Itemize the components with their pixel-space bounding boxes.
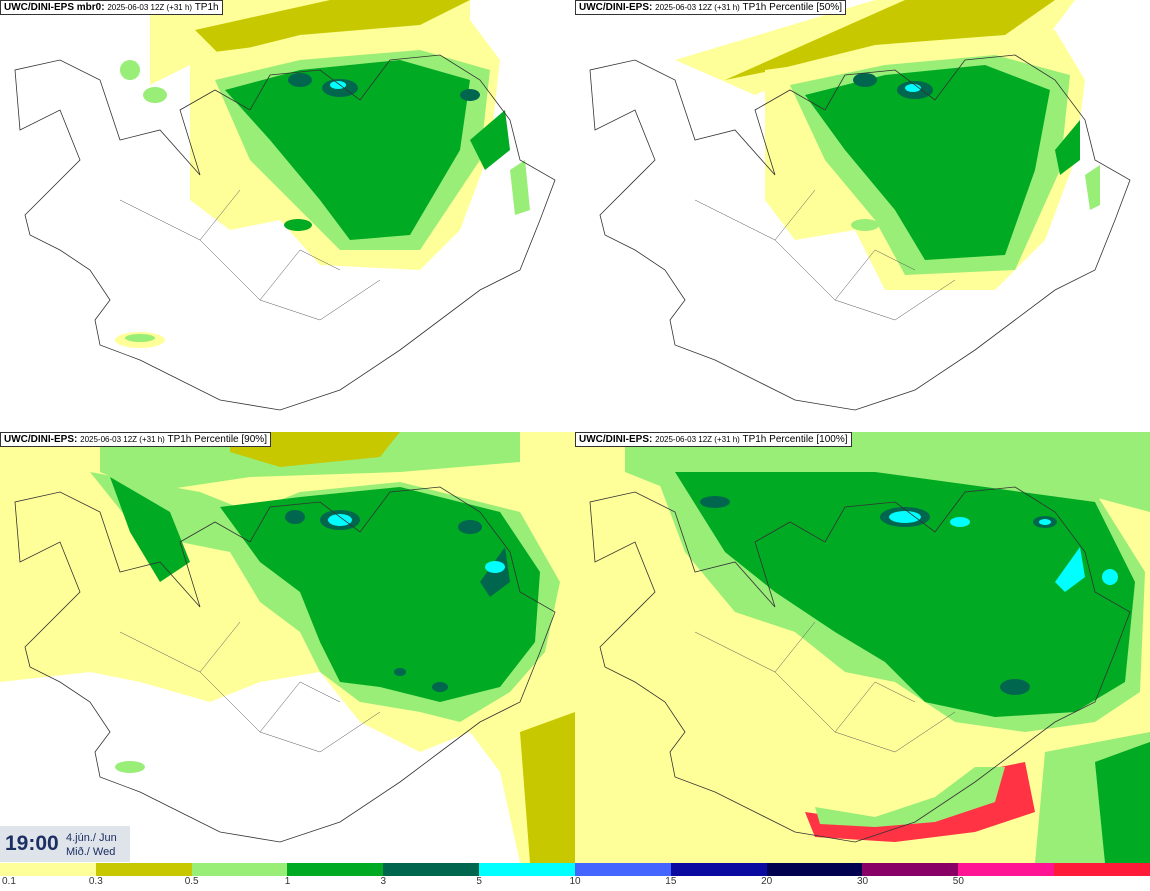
colorbar-swatch (0, 863, 96, 876)
colorbar-label: 5 (476, 876, 482, 887)
colorbar-swatch (95, 863, 192, 876)
panel-title: UWC/DINI-EPS: 2025-06-03 12Z (+31 h) TP1… (0, 432, 271, 447)
valid-time-box: 19:00 4.jún./ Jun Mið./ Wed (0, 826, 130, 862)
valid-date-day: 4.jún./ Jun (66, 832, 117, 844)
precip-map-p50 (589, 0, 1131, 411)
colorbar-swatch (479, 863, 575, 876)
colorbar-swatch (1054, 863, 1150, 876)
panel-title: UWC/DINI-EPS: 2025-06-03 12Z (+31 h) TP1… (575, 432, 852, 447)
colorbar-label: 3 (380, 876, 387, 887)
colorbar-swatch (862, 863, 959, 876)
colorbar-swatch (766, 863, 863, 876)
valid-date-weekday: Mið./ Wed (66, 846, 116, 858)
colorbar-label: 1 (284, 876, 291, 887)
colorbar-label: 0.3 (88, 876, 103, 887)
panel-title: UWC/DINI-EPS: 2025-06-03 12Z (+31 h) TP1… (575, 0, 846, 15)
colorbar (0, 863, 1150, 876)
precip-map-p100 (575, 432, 1150, 863)
colorbar-label: 0.1 (2, 876, 16, 887)
colorbar-label: 15 (665, 876, 677, 887)
colorbar-label: 0.5 (184, 876, 199, 887)
map-panel-mbr0: UWC/DINI-EPS mbr0: 2025-06-03 12Z (+31 h… (0, 0, 575, 430)
valid-time: 19:00 (5, 832, 59, 855)
colorbar-swatch (670, 863, 767, 876)
colorbar-labels: 0.1 0.3 0.5 1 3 5 10 15 20 30 50 (0, 876, 1150, 891)
colorbar-swatch (383, 863, 480, 876)
colorbar-swatch (191, 863, 288, 876)
precip-map-mbr0 (14, 0, 556, 411)
map-panel-p90: UWC/DINI-EPS: 2025-06-03 12Z (+31 h) TP1… (0, 432, 575, 863)
colorbar-swatch (958, 863, 1055, 876)
colorbar-label: 10 (569, 876, 581, 887)
colorbar-swatch (574, 863, 671, 876)
valid-date: 4.jún./ Jun Mið./ Wed (66, 831, 117, 859)
colorbar-swatch (287, 863, 384, 876)
colorbar-label: 20 (761, 876, 773, 887)
map-panel-p100: UWC/DINI-EPS: 2025-06-03 12Z (+31 h) TP1… (575, 432, 1150, 863)
panel-title: UWC/DINI-EPS mbr0: 2025-06-03 12Z (+31 h… (0, 0, 223, 15)
colorbar-label: 50 (952, 876, 964, 887)
map-panel-p50: UWC/DINI-EPS: 2025-06-03 12Z (+31 h) TP1… (575, 0, 1150, 430)
colorbar-label: 30 (856, 876, 869, 887)
precip-map-p90 (0, 432, 575, 863)
